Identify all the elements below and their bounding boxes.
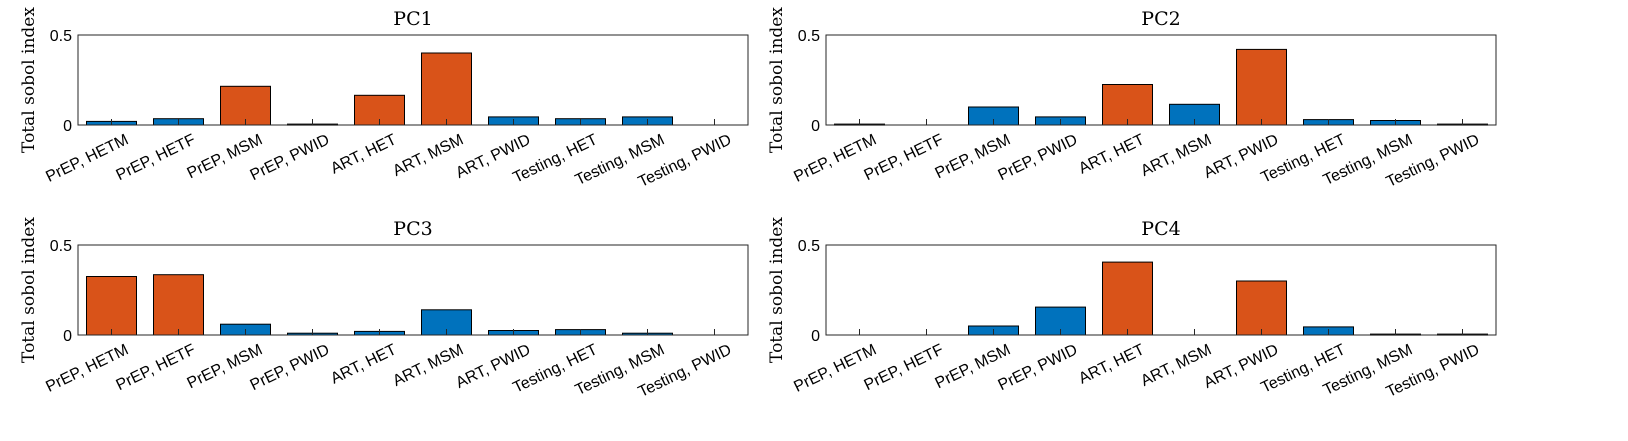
y-tick-label-zero: 0 bbox=[63, 328, 72, 345]
chart-title: PC4 bbox=[1141, 218, 1180, 240]
bar bbox=[220, 85, 271, 126]
y-axis-label: Total sobol index bbox=[767, 7, 787, 153]
y-tick-label-zero: 0 bbox=[811, 328, 820, 345]
y-axis-label: Total sobol index bbox=[19, 217, 39, 363]
chart-title: PC1 bbox=[393, 8, 432, 30]
y-tick-label-top: 0.5 bbox=[50, 28, 72, 45]
y-axis-label: Total sobol index bbox=[767, 217, 787, 363]
bar bbox=[1236, 280, 1287, 336]
y-axis-label: Total sobol index bbox=[19, 7, 39, 153]
bar bbox=[1102, 84, 1153, 126]
chart-title: PC3 bbox=[393, 218, 432, 240]
bar bbox=[153, 274, 204, 336]
bar bbox=[421, 52, 472, 126]
y-tick-label-zero: 0 bbox=[811, 118, 820, 135]
bar bbox=[1236, 48, 1287, 126]
y-tick-label-top: 0.5 bbox=[50, 238, 72, 255]
bar-group bbox=[86, 274, 673, 336]
y-tick-label-top: 0.5 bbox=[798, 28, 820, 45]
plot-area-frame bbox=[825, 244, 1497, 336]
plot-area-frame bbox=[77, 34, 749, 126]
bar bbox=[86, 276, 137, 336]
bar bbox=[1102, 261, 1153, 336]
plot-area-frame bbox=[825, 34, 1497, 126]
chart-title: PC2 bbox=[1141, 8, 1180, 30]
y-tick-label-zero: 0 bbox=[63, 118, 72, 135]
y-tick-label-top: 0.5 bbox=[798, 238, 820, 255]
plot-area-frame bbox=[77, 244, 749, 336]
